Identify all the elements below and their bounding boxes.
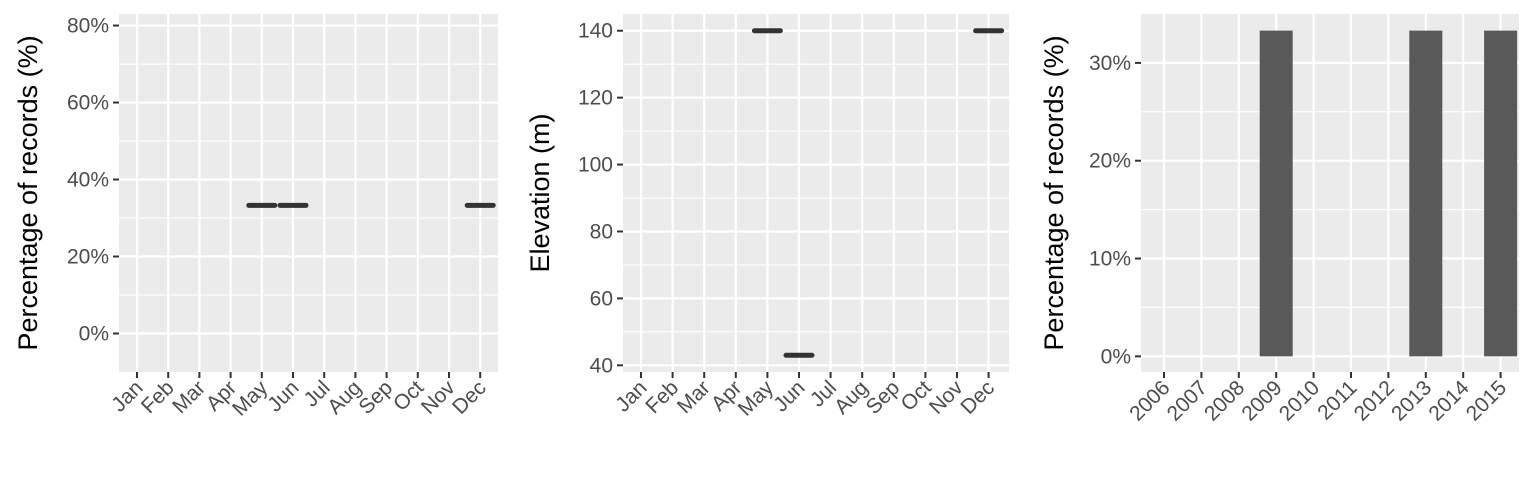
y-tick-label: 20% — [1089, 150, 1131, 173]
x-tick-label: 2008 — [1200, 376, 1249, 425]
plot-background — [623, 14, 1009, 372]
y-axis-title: Percentage of records (%) — [13, 35, 43, 350]
x-tick-label: 2009 — [1237, 376, 1286, 425]
x-tick-label: Dec — [448, 376, 491, 419]
bar-2013 — [1409, 30, 1443, 357]
y-tick-label: 80 — [590, 220, 613, 243]
y-tick-label: 140 — [578, 20, 613, 43]
x-tick-label: 2011 — [1313, 376, 1361, 424]
y-tick-label: 120 — [578, 87, 613, 110]
plot-background — [1141, 14, 1519, 372]
x-tick-label: Jun — [263, 376, 303, 416]
monthly-percentage-panel: 0%20%40%60%80%JanFebMarAprMayJunJulAugSe… — [13, 14, 498, 421]
x-tick-label: 2015 — [1462, 376, 1511, 425]
y-tick-label: 0% — [1101, 345, 1131, 368]
x-tick-label: 2010 — [1275, 376, 1324, 425]
y-tick-label: 0% — [79, 323, 109, 346]
monthly-elevation-panel: 406080100120140JanFebMarAprMayJunJulAugS… — [525, 14, 1009, 421]
y-axis-title: Percentage of records (%) — [1039, 35, 1069, 350]
x-tick-label: 2012 — [1350, 376, 1399, 425]
bar-2009 — [1259, 30, 1293, 357]
y-tick-label: 20% — [67, 246, 109, 269]
x-tick-label: 2014 — [1424, 376, 1474, 426]
y-tick-label: 80% — [67, 15, 109, 38]
y-tick-label: 40 — [590, 354, 613, 377]
x-tick-label: 2013 — [1387, 376, 1436, 425]
x-tick-label: 2006 — [1125, 376, 1174, 425]
y-tick-label: 60% — [67, 92, 109, 115]
yearly-percentage-panel: 0%10%20%30%20062007200820092010201120122… — [1039, 14, 1519, 426]
y-tick-label: 100 — [578, 154, 613, 177]
y-tick-label: 10% — [1089, 248, 1131, 271]
y-tick-label: 30% — [1089, 52, 1131, 75]
y-axis-title: Elevation (m) — [525, 113, 555, 272]
bar-2015 — [1484, 30, 1518, 357]
plot-background — [119, 14, 498, 372]
x-tick-label: Dec — [956, 376, 999, 419]
y-tick-label: 60 — [590, 287, 613, 310]
x-tick-label: Jun — [769, 376, 809, 416]
y-tick-label: 40% — [67, 169, 109, 192]
x-tick-label: Oct — [897, 376, 936, 415]
x-tick-label: 2007 — [1163, 376, 1212, 425]
